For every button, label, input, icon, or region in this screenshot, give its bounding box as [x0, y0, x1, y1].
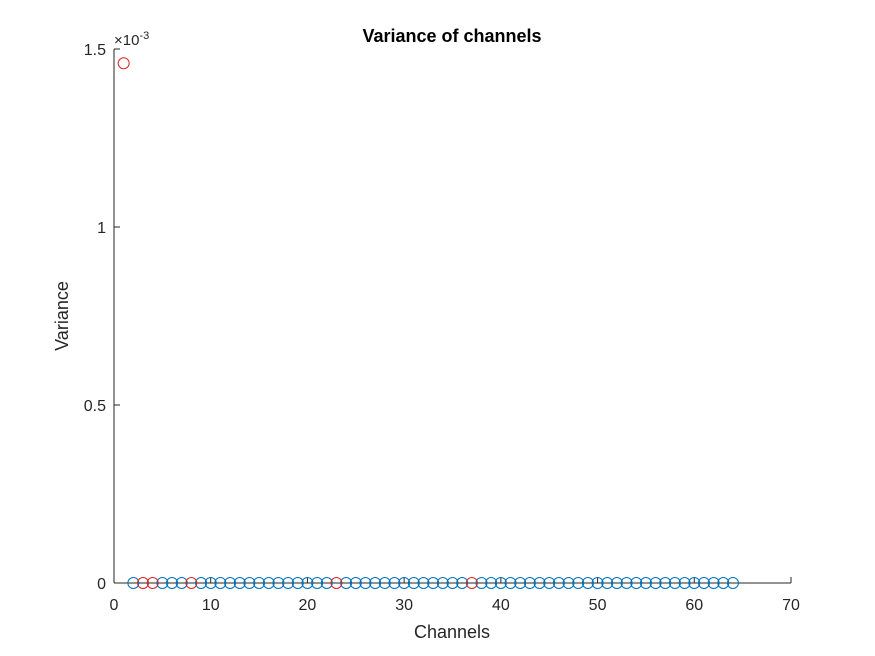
- data-point: [465, 577, 478, 589]
- data-point: [224, 577, 237, 589]
- data-point: [581, 577, 594, 589]
- x-tick-label: 50: [589, 597, 607, 614]
- y-axis-label: Variance: [52, 281, 72, 351]
- data-point: [291, 577, 304, 589]
- data-point: [369, 577, 382, 589]
- data-point: [417, 577, 430, 589]
- x-tick-label: 30: [395, 597, 413, 614]
- y-tick-label: 0: [97, 576, 106, 593]
- data-point: [601, 577, 614, 589]
- x-tick-label: 40: [492, 597, 510, 614]
- data-point: [214, 577, 227, 589]
- data-point: [378, 577, 391, 589]
- data-point: [572, 577, 585, 589]
- data-point: [320, 577, 333, 589]
- data-points: [117, 57, 739, 589]
- data-point: [127, 577, 140, 589]
- data-point: [552, 577, 565, 589]
- data-point: [649, 577, 662, 589]
- data-point: [233, 577, 246, 589]
- data-point: [262, 577, 275, 589]
- data-point: [272, 577, 285, 589]
- y-tick-label: 1.5: [84, 42, 106, 59]
- data-point: [726, 577, 739, 589]
- data-point: [253, 577, 266, 589]
- data-point: [659, 577, 672, 589]
- data-point: [688, 577, 701, 589]
- data-point: [494, 577, 507, 589]
- data-point: [117, 57, 130, 70]
- data-point: [717, 577, 730, 589]
- chart-title: Variance of channels: [362, 26, 541, 46]
- data-point: [195, 577, 208, 589]
- x-tick-label: 0: [110, 597, 119, 614]
- data-point: [504, 577, 517, 589]
- data-point: [707, 577, 720, 589]
- data-point: [359, 577, 372, 589]
- data-point: [475, 577, 488, 589]
- data-point: [166, 577, 179, 589]
- data-point: [436, 577, 449, 589]
- data-point: [446, 577, 459, 589]
- data-point: [156, 577, 169, 589]
- x-ticks: 0 10 20 30 40 50 60 70: [110, 577, 800, 614]
- data-point: [514, 577, 527, 589]
- y-axis-exponent: ×10-3: [114, 30, 149, 49]
- x-tick-label: 60: [685, 597, 703, 614]
- data-point: [456, 577, 469, 589]
- x-tick-label: 10: [202, 597, 220, 614]
- data-point: [243, 577, 256, 589]
- data-point: [678, 577, 691, 589]
- data-point: [349, 577, 362, 589]
- data-point: [697, 577, 710, 589]
- data-point: [630, 577, 643, 589]
- data-point: [330, 577, 343, 589]
- data-point: [543, 577, 556, 589]
- x-tick-label: 70: [782, 597, 800, 614]
- axes: [113, 49, 791, 584]
- data-point: [340, 577, 353, 589]
- data-point: [523, 577, 536, 589]
- data-point: [282, 577, 295, 589]
- data-point: [533, 577, 546, 589]
- data-point: [591, 577, 604, 589]
- data-point: [668, 577, 681, 589]
- data-point: [639, 577, 652, 589]
- data-point: [610, 577, 623, 589]
- y-tick-label: 1: [97, 220, 106, 237]
- y-tick-label: 0.5: [84, 398, 106, 415]
- data-point: [407, 577, 420, 589]
- data-point: [175, 577, 188, 589]
- data-point: [398, 577, 411, 589]
- y-ticks: 0 0.5 1 1.5: [84, 42, 120, 593]
- data-point: [485, 577, 498, 589]
- data-point: [185, 577, 198, 589]
- data-point: [427, 577, 440, 589]
- data-point: [620, 577, 633, 589]
- data-point: [311, 577, 324, 589]
- data-point: [562, 577, 575, 589]
- x-tick-label: 20: [299, 597, 317, 614]
- data-point: [204, 577, 217, 589]
- data-point: [301, 577, 314, 589]
- x-axis-label: Channels: [414, 622, 490, 642]
- data-point: [137, 577, 150, 589]
- data-point: [388, 577, 401, 589]
- data-point: [146, 577, 159, 589]
